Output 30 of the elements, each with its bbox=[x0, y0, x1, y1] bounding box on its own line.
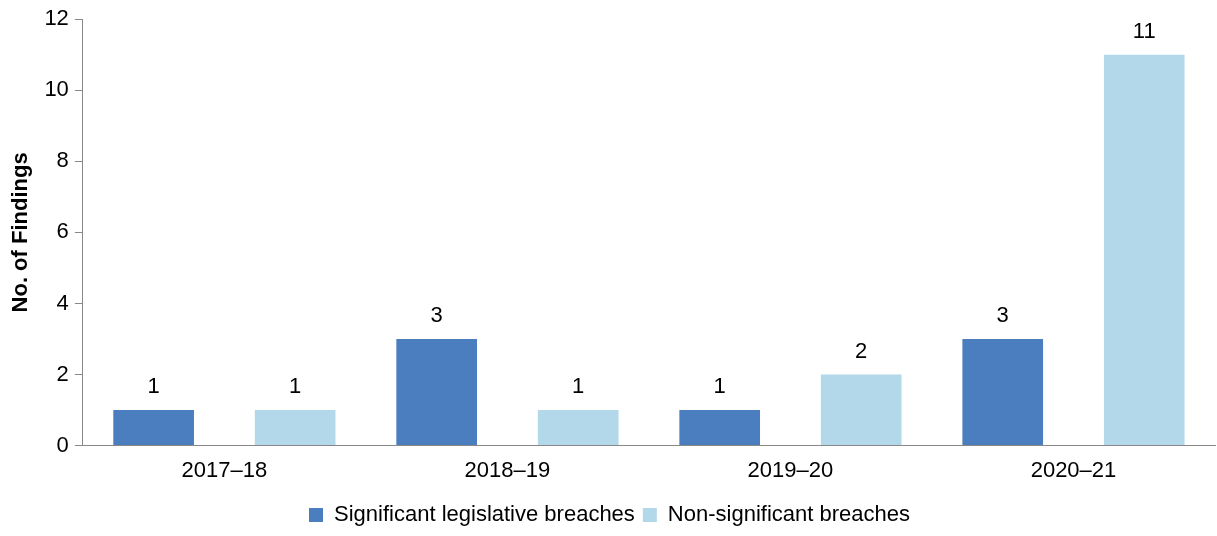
bar bbox=[962, 339, 1044, 446]
y-tick-label: 10 bbox=[44, 76, 69, 102]
bar bbox=[679, 410, 761, 446]
y-tick-label: 4 bbox=[56, 289, 69, 315]
x-tick-label: 2019–20 bbox=[747, 456, 834, 482]
y-tick-label: 8 bbox=[56, 147, 69, 173]
data-label: 1 bbox=[572, 373, 585, 399]
x-tick-label: 2017–18 bbox=[181, 456, 268, 482]
data-label: 1 bbox=[713, 373, 726, 399]
legend-label: Significant legislative breaches bbox=[334, 501, 635, 527]
data-label: 1 bbox=[289, 373, 302, 399]
y-tick-label: 12 bbox=[44, 5, 69, 31]
y-tick-label: 0 bbox=[56, 431, 69, 457]
data-label: 11 bbox=[1132, 17, 1156, 43]
y-tick-label: 6 bbox=[56, 218, 69, 244]
x-tick-label: 2020–21 bbox=[1030, 456, 1117, 482]
legend-label: Non-significant breaches bbox=[667, 501, 910, 527]
bar bbox=[113, 410, 194, 446]
bar bbox=[1103, 54, 1185, 446]
data-label: 1 bbox=[147, 373, 160, 399]
data-label: 3 bbox=[430, 302, 443, 328]
bar bbox=[537, 410, 619, 446]
y-tick-label: 2 bbox=[56, 360, 69, 386]
x-tick-label: 2018–19 bbox=[464, 456, 551, 482]
bar bbox=[820, 374, 902, 446]
data-label: 3 bbox=[996, 302, 1009, 328]
bar bbox=[254, 410, 336, 446]
data-label: 2 bbox=[855, 337, 868, 363]
bar bbox=[396, 339, 477, 446]
y-axis-title: No. of Findings bbox=[7, 152, 33, 313]
